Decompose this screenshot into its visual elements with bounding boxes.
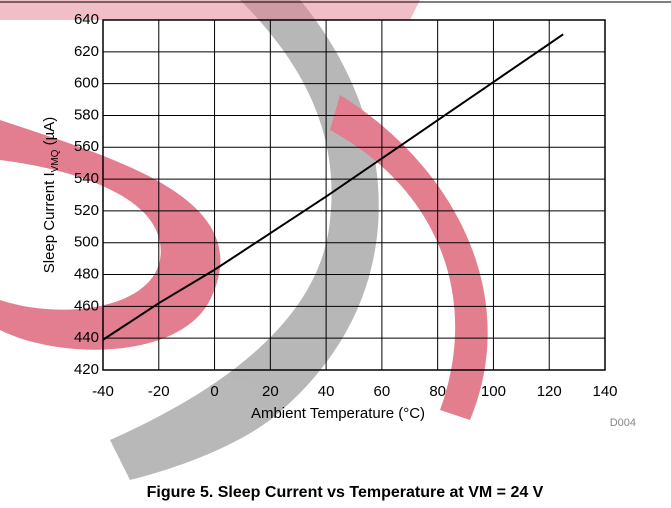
x-tick-label: 20 (262, 383, 279, 400)
plot-frame (102, 19, 606, 371)
y-label-text: Sleep Current I (41, 172, 58, 273)
x-tick-label: -20 (148, 383, 170, 400)
watermark-shape (110, 0, 379, 480)
y-label-subscript: VMQ (50, 149, 61, 172)
y-tick-label: 500 (74, 234, 99, 251)
y-tick-label: 560 (74, 138, 99, 155)
x-axis-label: Ambient Temperature (°C) (251, 405, 425, 422)
x-tick-label: 0 (210, 383, 218, 400)
y-tick-label: 440 (74, 329, 99, 346)
figure-id: D004 (610, 417, 636, 429)
y-tick-label: 620 (74, 43, 99, 60)
y-tick-label: 460 (74, 297, 99, 314)
y-axis-label: Sleep Current IVMQ (µA) (41, 117, 61, 273)
y-label-suffix: (µA) (41, 117, 58, 150)
y-tick-label: 640 (74, 11, 99, 28)
x-tick-label: 100 (481, 383, 506, 400)
watermark-shape (330, 95, 488, 420)
x-tick-label: 80 (429, 383, 446, 400)
x-tick-label: 40 (318, 383, 335, 400)
caption: Figure 5. Sleep Current vs Temperature a… (147, 484, 544, 501)
watermark-shape (0, 0, 420, 20)
y-tick-label: 580 (74, 106, 99, 123)
watermark-shape (0, 120, 221, 350)
y-tick-label: 420 (74, 361, 99, 378)
watermark (0, 0, 488, 480)
x-tick-label: 120 (537, 383, 562, 400)
x-tick-label: -40 (92, 383, 114, 400)
y-tick-label: 540 (74, 170, 99, 187)
y-tick-label: 480 (74, 266, 99, 283)
y-tick-label: 520 (74, 202, 99, 219)
y-tick-label: 600 (74, 75, 99, 92)
x-tick-label: 60 (374, 383, 391, 400)
data-line (102, 33, 564, 341)
x-tick-label: 140 (592, 383, 617, 400)
